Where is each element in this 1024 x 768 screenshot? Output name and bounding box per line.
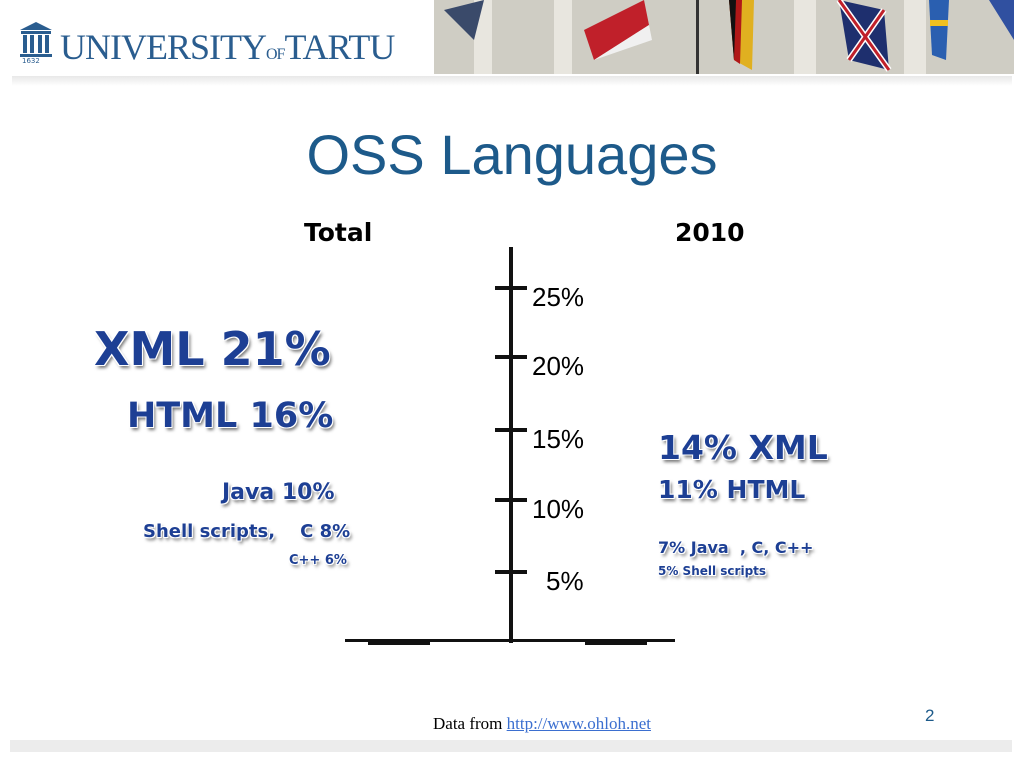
header: 1632 UNIVERSITYOFTARTU bbox=[0, 0, 1024, 86]
scale-label: 25% bbox=[532, 282, 585, 312]
logo-word: UNIVERSITY bbox=[60, 27, 267, 67]
year-label: 11% HTML bbox=[658, 475, 806, 504]
scale-tick bbox=[495, 355, 527, 359]
banner-photo bbox=[434, 0, 1014, 74]
base-block bbox=[368, 639, 430, 645]
year-label: 7% Java , C, C++ bbox=[658, 538, 814, 557]
base-block bbox=[585, 639, 647, 645]
total-label: Java 10% bbox=[222, 480, 335, 505]
scale-tick bbox=[495, 570, 527, 574]
source-link[interactable]: http://www.ohloh.net bbox=[506, 714, 651, 733]
logo-icon bbox=[20, 22, 52, 57]
source: Data from http://www.ohloh.net bbox=[433, 714, 651, 734]
total-label: C++ 6% bbox=[289, 553, 347, 568]
logo-year: 1632 bbox=[22, 57, 40, 65]
axis-line bbox=[509, 247, 513, 643]
scale-tick bbox=[495, 428, 527, 432]
base-line bbox=[345, 639, 675, 642]
header-rule bbox=[12, 76, 1012, 86]
scale-tick bbox=[495, 498, 527, 502]
footer-bar bbox=[10, 740, 1012, 752]
column-heading: Total bbox=[304, 218, 373, 247]
page-number: 2 bbox=[925, 706, 935, 725]
logo-word: TARTU bbox=[284, 27, 395, 67]
scale-label: 15% bbox=[532, 424, 585, 454]
column-heading: 2010 bbox=[675, 218, 745, 247]
logo-of: OF bbox=[265, 46, 285, 63]
year-label: 14% XML bbox=[658, 428, 828, 467]
source-text: Data from bbox=[433, 714, 507, 733]
scale-label: 5% bbox=[546, 566, 584, 596]
slide-title: OSS Languages bbox=[306, 123, 718, 186]
total-label: Shell scripts, C 8% bbox=[143, 521, 351, 542]
total-label: XML 21% bbox=[94, 322, 331, 376]
total-label: HTML 16% bbox=[127, 396, 334, 436]
scale-label: 10% bbox=[532, 494, 585, 524]
year-label: 5% Shell scripts bbox=[658, 564, 767, 578]
scale-tick bbox=[495, 286, 527, 290]
logo-text: UNIVERSITYOFTARTU bbox=[60, 26, 395, 68]
scale-label: 20% bbox=[532, 351, 585, 381]
